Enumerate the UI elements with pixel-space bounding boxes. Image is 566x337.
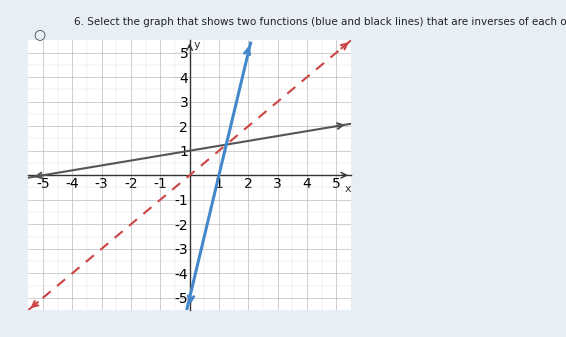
Text: ○: ○ (33, 27, 46, 41)
Text: y: y (194, 40, 200, 50)
Text: 6. Select the graph that shows two functions (blue and black lines) that are inv: 6. Select the graph that shows two funct… (74, 17, 566, 27)
Text: x: x (345, 184, 351, 194)
